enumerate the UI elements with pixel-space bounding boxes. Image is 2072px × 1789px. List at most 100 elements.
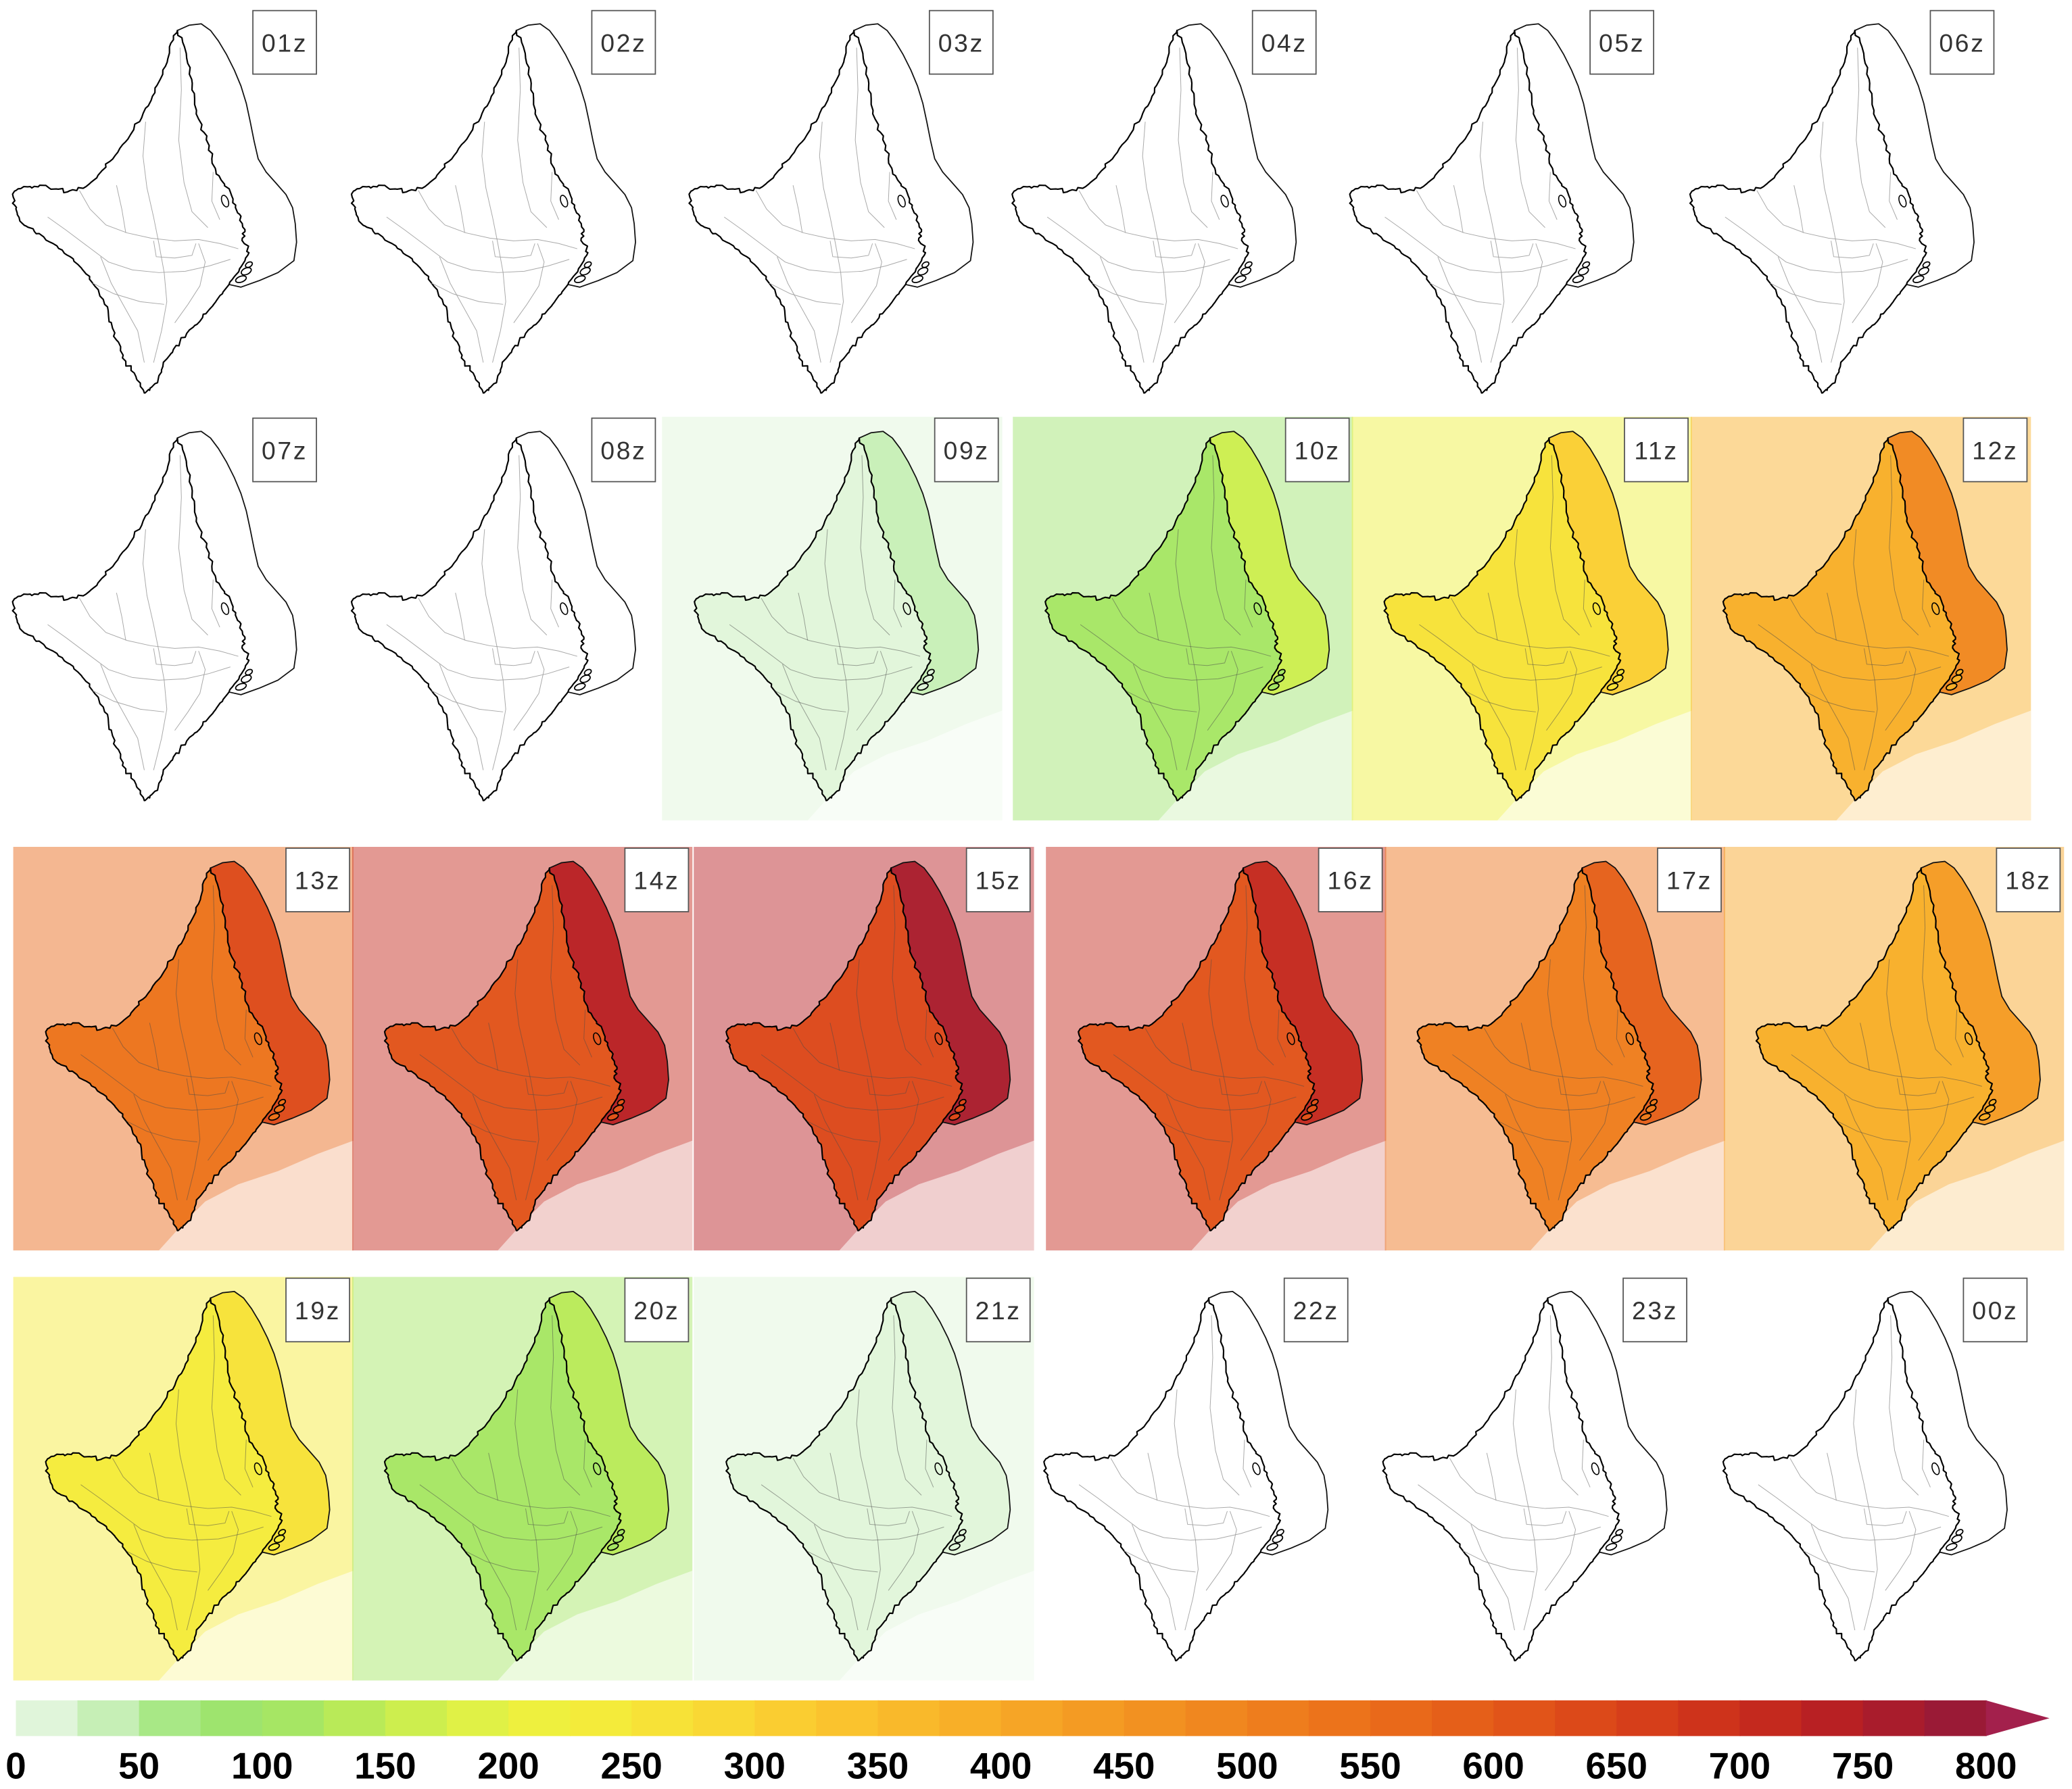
land-area — [1722, 437, 1960, 802]
colorbar-tick-label: 550 — [1339, 1744, 1401, 1786]
land-area — [1382, 1297, 1620, 1662]
boundary-line — [824, 529, 849, 770]
panel-label-box: 22z — [1283, 1277, 1349, 1343]
panel-label: 15z — [975, 866, 1021, 895]
boundary-line — [1110, 1458, 1270, 1517]
panel-label-box: 20z — [624, 1277, 690, 1343]
map-panel: 08z — [350, 417, 656, 802]
label-frame — [285, 1277, 350, 1343]
region-map — [1078, 860, 1364, 1231]
label-frame — [252, 9, 317, 75]
boundary-line — [464, 1550, 537, 1573]
island-outline — [241, 267, 252, 276]
boundary-line — [1178, 47, 1208, 228]
boundary-line — [1579, 1081, 1611, 1161]
internal-boundaries — [1384, 47, 1576, 363]
boundary-line — [1451, 597, 1610, 657]
island-outline — [958, 1529, 967, 1536]
lake-outline — [934, 1462, 943, 1475]
boundary-line — [1132, 664, 1178, 770]
colorbar-tick-label: 100 — [231, 1744, 293, 1786]
boundary-line — [819, 122, 844, 363]
boundary-line — [1524, 648, 1568, 666]
colorbar-tick-label: 150 — [354, 1744, 416, 1786]
boundary-line — [1789, 597, 1949, 657]
island-outline — [917, 683, 929, 691]
boundary-line — [1512, 243, 1543, 323]
boundary-line — [755, 190, 915, 249]
boundary-line — [455, 185, 465, 233]
boundary-line — [798, 593, 809, 641]
island-outline — [1306, 1104, 1318, 1113]
boundary-line — [1153, 241, 1196, 259]
outside-domain-shading — [1836, 710, 2031, 820]
panel-label: 02z — [600, 28, 646, 57]
colorbar-segment — [1616, 1700, 1679, 1736]
region-map — [694, 431, 980, 802]
land-area — [725, 867, 963, 1231]
colorbar-segment — [1924, 1700, 1987, 1736]
boundary-line — [1472, 664, 1516, 770]
panel-label-box: 23z — [1622, 1277, 1687, 1343]
panel-label: 16z — [1328, 866, 1374, 895]
boundary-line — [1547, 959, 1572, 1200]
boundary-line — [550, 885, 581, 1066]
boundary-line — [1419, 624, 1602, 681]
boundary-line — [47, 624, 231, 681]
internal-boundaries — [47, 47, 239, 363]
island-outline — [583, 261, 592, 268]
boundary-line — [211, 885, 241, 1066]
map-panel: 04z — [1011, 9, 1317, 394]
region-map — [383, 860, 669, 1231]
boundary-line — [1078, 1484, 1262, 1541]
outside-domain-shading — [498, 1140, 693, 1251]
boundary-line — [1545, 1511, 1576, 1591]
lake-outline — [1931, 1462, 1940, 1475]
boundary-line — [856, 1389, 881, 1631]
boundary-line — [1836, 1120, 1908, 1143]
lake-outline — [1965, 1032, 1973, 1046]
island-outline — [1955, 1529, 1964, 1536]
panel-label-box: 21z — [965, 1277, 1031, 1343]
map-panel: 10z — [1013, 416, 1353, 820]
boundary-line — [525, 1508, 569, 1526]
land-area — [694, 437, 932, 802]
panel-label: 10z — [1295, 436, 1341, 464]
land-area — [350, 29, 589, 394]
panel-label: 14z — [633, 866, 679, 895]
boundary-line — [92, 690, 164, 712]
land-area — [1078, 867, 1316, 1231]
label-frame — [1251, 9, 1317, 75]
lake-outline — [902, 602, 911, 616]
island-outline — [245, 261, 254, 268]
boundary-line — [829, 1023, 840, 1071]
boundary-line — [583, 1009, 592, 1058]
boundary-line — [1416, 190, 1576, 249]
boundary-line — [451, 1027, 610, 1087]
boundary-line — [1174, 1389, 1199, 1631]
boundary-line — [781, 664, 827, 770]
region-map — [1689, 23, 1975, 394]
boundary-line — [1113, 1054, 1297, 1111]
land-area — [383, 867, 622, 1231]
lake-outline — [1253, 602, 1262, 616]
boundary-line — [792, 1027, 953, 1087]
boundary-line — [723, 216, 907, 273]
island-outline — [607, 1112, 619, 1121]
boundary-line — [153, 241, 197, 259]
boundary-line — [1186, 648, 1229, 666]
boundary-line — [1480, 122, 1505, 363]
boundary-line — [792, 1458, 953, 1517]
boundary-line — [1886, 959, 1911, 1200]
label-frame — [1962, 417, 2028, 483]
boundary-line — [186, 1078, 230, 1096]
boundary-line — [1182, 1023, 1192, 1071]
boundary-line — [1211, 172, 1220, 220]
boundary-line — [1452, 1054, 1635, 1111]
region-map — [1383, 431, 1669, 802]
island-outline — [1578, 267, 1589, 276]
boundary-line — [439, 664, 484, 770]
colorbar-tick-label: 250 — [600, 1744, 662, 1786]
boundary-line — [1244, 885, 1274, 1066]
boundary-line — [806, 1550, 878, 1573]
